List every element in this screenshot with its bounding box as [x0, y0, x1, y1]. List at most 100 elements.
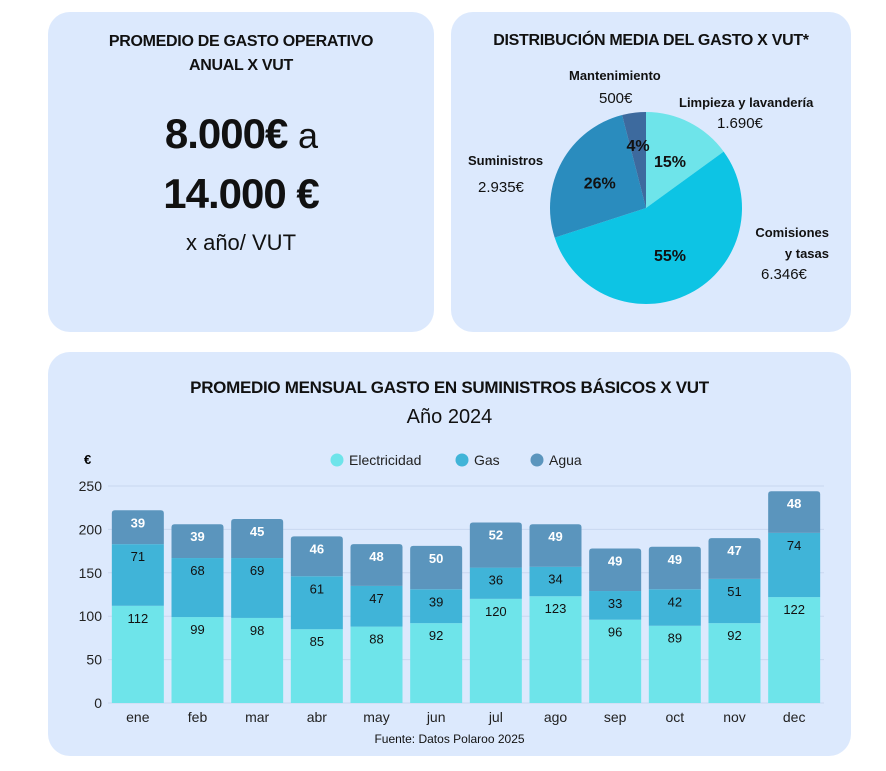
legend-marker-gas [455, 453, 469, 467]
pie-chart: 15% 55% 26% 4% [550, 112, 742, 305]
bar-agua-abr [290, 536, 343, 577]
bar-electricidad-ene [111, 605, 164, 703]
bar-electricidad-jun [410, 623, 463, 703]
pie-label-limpieza: Limpieza y lavandería [679, 95, 814, 110]
bar-electricidad-dec [768, 597, 821, 703]
bar-value-gas-may: 47 [369, 591, 383, 606]
bar-value-gas-sep: 33 [608, 596, 622, 611]
legend-marker-agua [530, 453, 544, 467]
annual-average-unit: x año/ VUT [185, 230, 297, 255]
legend-label-agua: Agua [549, 452, 582, 468]
bar-value-electricidad-jun: 92 [429, 628, 443, 643]
pie-slice-mantenimiento [622, 112, 646, 208]
bar-electricidad-abr [290, 629, 343, 703]
bar-value-electricidad-dec: 122 [783, 602, 805, 617]
bar-electricidad-oct [648, 625, 701, 703]
pie-slice-limpieza [646, 112, 724, 208]
bar-value-gas-ago: 34 [548, 572, 562, 587]
bar-value-agua-sep: 49 [608, 553, 622, 568]
bar-value-electricidad-mar: 98 [250, 623, 264, 638]
bar-agua-mar [231, 518, 284, 559]
bar-value-electricidad-feb: 99 [190, 622, 204, 637]
bar-value-agua-jun: 50 [429, 551, 443, 566]
annual-average-low-value: 8.000€ [164, 110, 288, 157]
bar-agua-oct [648, 546, 701, 590]
pie-amount-suministros: 2.935€ [478, 179, 524, 196]
annual-average-high-value: 14.000 € [163, 170, 320, 217]
annual-average-range-low: 8.000€ a [48, 110, 434, 158]
pie-percent-comisiones: 55% [654, 248, 686, 265]
bar-value-electricidad-sep: 96 [608, 625, 622, 640]
distribution-title: DISTRIBUCIÓN MEDIA DEL GASTO X VUT* [493, 32, 809, 49]
x-tick-label-mar: mar [245, 709, 269, 725]
bar-value-agua-ene: 39 [131, 515, 145, 530]
pie-percent-mantenimiento: 4% [626, 138, 649, 155]
bar-gas-jun [410, 589, 463, 624]
pie-label-mantenimiento: Mantenimiento [569, 68, 661, 83]
bar-value-electricidad-oct: 89 [668, 631, 682, 646]
bar-electricidad-may [350, 626, 403, 703]
bar-value-gas-jun: 39 [429, 594, 443, 609]
bar-value-gas-jul: 36 [489, 573, 503, 588]
bar-agua-jul [469, 522, 522, 568]
y-tick-label: 0 [94, 695, 102, 711]
chart-source-note: Fuente: Datos Polaroo 2025 [374, 732, 525, 746]
x-tick-label-dec: dec [783, 709, 806, 725]
monthly-chart-subtitle: Año 2024 [406, 406, 493, 428]
stacked-bar-chart: €0 50 100 150 200 250 Electricidad Gas Agua 112 71… [79, 452, 824, 725]
bar-agua-jun [410, 545, 463, 590]
annual-average-connector: a [298, 115, 318, 156]
bar-value-gas-dec: 74 [787, 538, 801, 553]
bar-electricidad-jul [469, 598, 522, 703]
y-tick-label: 100 [79, 608, 103, 624]
legend-label-gas: Gas [474, 452, 500, 468]
bar-value-agua-oct: 49 [668, 552, 682, 567]
bar-value-agua-dec: 48 [787, 496, 801, 511]
bar-gas-ago [529, 566, 582, 597]
y-axis-unit: € [84, 452, 91, 467]
bar-gas-ene [111, 544, 164, 606]
bar-value-agua-ago: 49 [548, 529, 562, 544]
y-tick-label: 150 [79, 565, 103, 581]
annual-average-title: PROMEDIO DE GASTO OPERATIVO ANUAL X VUT [108, 33, 374, 74]
bar-value-agua-may: 48 [369, 549, 383, 564]
bar-gas-nov [708, 578, 761, 624]
x-tick-label-jul: jul [488, 709, 503, 725]
bar-agua-ago [529, 524, 582, 567]
x-tick-label-may: may [363, 709, 389, 725]
bar-agua-dec [768, 491, 821, 533]
bar-value-agua-nov: 47 [727, 543, 741, 558]
monthly-chart-title: PROMEDIO MENSUAL GASTO EN SUMINISTROS BÁ… [190, 378, 709, 397]
x-tick-label-oct: oct [665, 709, 684, 725]
bar-agua-may [350, 544, 403, 586]
bar-gas-mar [231, 558, 284, 618]
bar-agua-sep [589, 548, 642, 592]
annual-average-card: PROMEDIO DE GASTO OPERATIVO ANUAL X VUT … [48, 12, 434, 332]
bar-electricidad-nov [708, 623, 761, 703]
x-tick-label-sep: sep [604, 709, 627, 725]
x-tick-label-ago: ago [544, 709, 568, 725]
bar-value-electricidad-ene: 112 [127, 611, 148, 626]
pie-amount-mantenimiento: 500€ [599, 90, 633, 107]
bar-value-gas-mar: 69 [250, 563, 264, 578]
bar-value-electricidad-jul: 120 [485, 604, 507, 619]
bar-value-gas-ene: 71 [131, 549, 145, 564]
bar-value-gas-abr: 61 [310, 581, 324, 596]
x-tick-label-nov: nov [723, 709, 746, 725]
bar-value-electricidad-nov: 92 [727, 628, 741, 643]
bar-value-agua-abr: 46 [310, 541, 324, 556]
pie-slice-comisiones [554, 151, 742, 305]
bar-electricidad-feb [171, 617, 224, 703]
x-tick-label-feb: feb [188, 709, 208, 725]
bar-gas-abr [290, 576, 343, 630]
bar-value-agua-jul: 52 [489, 527, 503, 542]
pie-amount-comisiones: 6.346€ [761, 266, 807, 283]
monthly-supplies-card: PROMEDIO MENSUAL GASTO EN SUMINISTROS BÁ… [48, 352, 851, 756]
bar-value-gas-nov: 51 [727, 584, 741, 599]
bar-electricidad-sep [589, 619, 642, 703]
bar-electricidad-ago [529, 596, 582, 703]
bar-electricidad-mar [231, 617, 284, 703]
x-tick-label-abr: abr [307, 709, 328, 725]
bar-value-electricidad-abr: 85 [310, 634, 324, 649]
y-tick-label: 50 [86, 652, 102, 668]
